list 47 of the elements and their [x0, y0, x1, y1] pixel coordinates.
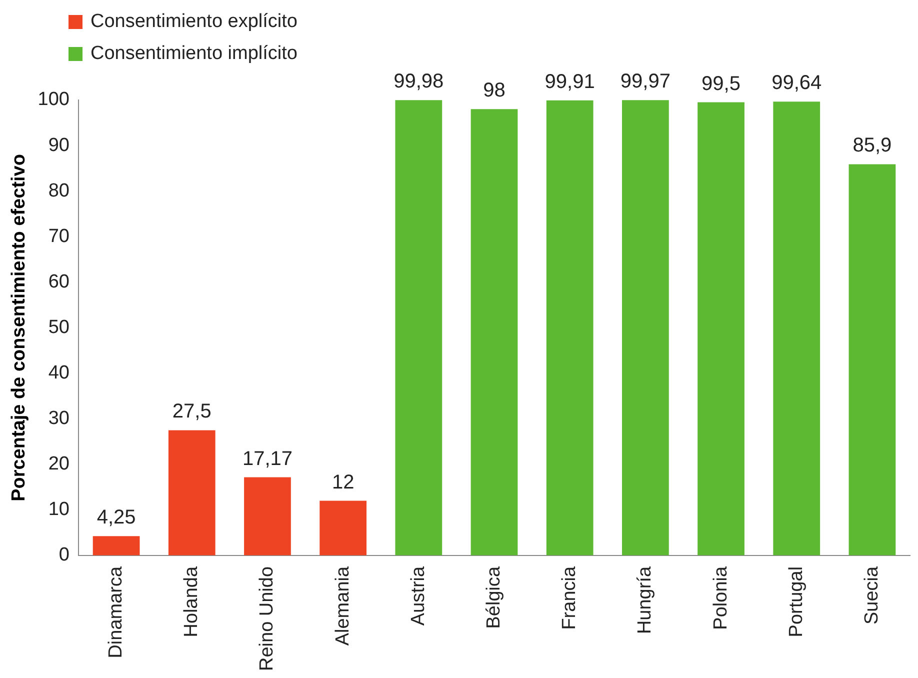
bar	[622, 100, 669, 556]
y-tick-label: 30	[48, 408, 70, 430]
bar	[244, 477, 291, 556]
x-tick-label: Dinamarca	[106, 566, 127, 658]
data-label: 98	[483, 80, 506, 102]
legend-label: Consentimiento explícito	[90, 11, 298, 32]
data-label: 27,5	[172, 400, 212, 423]
y-tick-label: 20	[48, 454, 70, 475]
y-tick-label: 40	[48, 362, 70, 384]
x-tick-label: Portugal	[786, 566, 807, 638]
legend-label: Consentimiento implícito	[90, 43, 298, 64]
y-tick-label: 70	[48, 226, 70, 247]
bar	[320, 500, 366, 556]
bar	[773, 102, 820, 556]
bar	[698, 102, 744, 556]
y-tick-label: 80	[48, 180, 70, 202]
data-label: 4,25	[96, 506, 136, 529]
data-label: 99,5	[702, 72, 740, 95]
bar	[848, 164, 896, 556]
data-label: 99,64	[772, 72, 822, 94]
data-label: 85,9	[852, 134, 892, 157]
data-label: 99,98	[394, 70, 444, 93]
x-tick-label: Hungría	[634, 566, 656, 634]
y-tick-label: 60	[48, 271, 70, 292]
y-axis-title: Porcentaje de consentimiento efectivo	[8, 154, 30, 502]
data-label: 99,97	[620, 70, 670, 93]
bar	[395, 100, 442, 556]
bar	[470, 109, 518, 556]
data-label: 17,17	[242, 448, 293, 470]
y-tick-label: 100	[38, 89, 70, 110]
data-label: 99,91	[544, 70, 595, 93]
x-tick-label: Austria	[408, 566, 429, 626]
x-tick-label: Alemania	[332, 566, 354, 646]
x-tick-label: Francia	[559, 566, 580, 630]
x-tick-label: Holanda	[181, 566, 202, 638]
x-tick-label: Bélgica	[483, 566, 504, 629]
x-tick-label: Reino Unido	[256, 566, 278, 672]
y-tick-label: 90	[48, 134, 70, 156]
x-tick-label: Polonia	[710, 566, 732, 630]
bar	[168, 430, 216, 556]
y-tick-label: 10	[48, 499, 70, 520]
y-tick-label: 0	[58, 544, 70, 566]
x-tick-label: Suecia	[861, 566, 882, 625]
bar	[92, 536, 140, 556]
data-label: 12	[332, 471, 354, 494]
y-tick-label: 50	[48, 316, 70, 338]
bar	[546, 100, 594, 556]
